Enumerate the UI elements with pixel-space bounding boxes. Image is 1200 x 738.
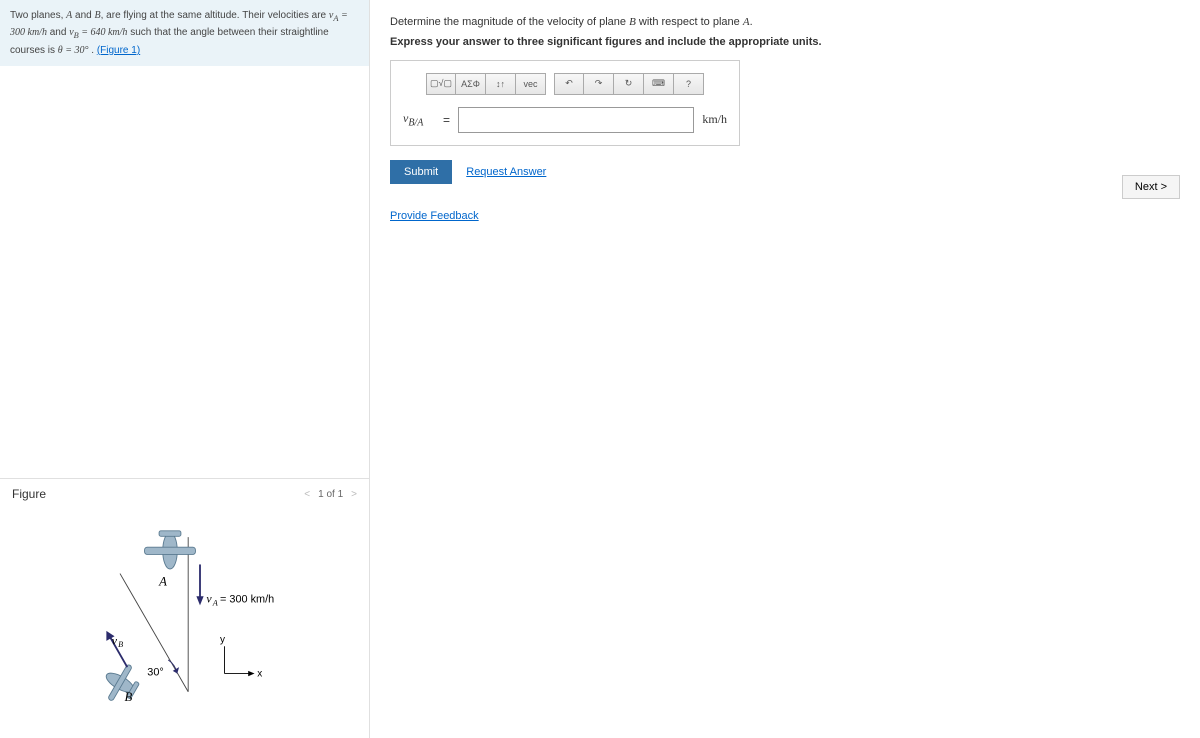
toolbar-templates-icon[interactable]: ▢√▢ (426, 73, 456, 95)
figure-prev-icon[interactable]: < (304, 489, 310, 500)
answer-toolbar: ▢√▢ ΑΣΦ ↕↑ vec ↶ ↷ ↻ ⌨ ? (403, 73, 727, 95)
figure-link[interactable]: (Figure 1) (97, 45, 140, 56)
svg-text:x: x (257, 668, 262, 679)
svg-text:= 300 km/h: = 300 km/h (220, 594, 274, 606)
toolbar-redo-icon[interactable]: ↷ (584, 73, 614, 95)
figure-svg: A v A = 300 km/h B (30, 519, 310, 719)
svg-text:B: B (118, 640, 123, 649)
answer-input[interactable] (458, 107, 694, 133)
right-panel: Determine the magnitude of the velocity … (370, 0, 1200, 738)
svg-text:v: v (206, 592, 212, 606)
answer-variable: vB/A (403, 111, 435, 128)
problem-statement: Two planes, A and B, are flying at the s… (0, 0, 369, 66)
svg-text:A: A (212, 598, 219, 607)
svg-text:y: y (220, 635, 225, 646)
instruction: Express your answer to three significant… (390, 36, 1180, 48)
submit-button[interactable]: Submit (390, 160, 452, 184)
problem-text: Two planes, A and B, are flying at the s… (10, 10, 348, 56)
request-answer-link[interactable]: Request Answer (466, 166, 546, 178)
equals-sign: = (443, 113, 450, 127)
figure-next-icon[interactable]: > (351, 489, 357, 500)
next-button[interactable]: Next > (1122, 175, 1180, 199)
toolbar-keyboard-icon[interactable]: ⌨ (644, 73, 674, 95)
submit-row: Submit Request Answer (390, 160, 1180, 184)
svg-text:30°: 30° (147, 666, 163, 678)
figure-title: Figure (12, 487, 46, 501)
answer-box: ▢√▢ ΑΣΦ ↕↑ vec ↶ ↷ ↻ ⌨ ? vB/A = km/h (390, 60, 740, 146)
toolbar-help-icon[interactable]: ? (674, 73, 704, 95)
toolbar-undo-icon[interactable]: ↶ (554, 73, 584, 95)
svg-text:B: B (125, 690, 133, 704)
question-line1: Determine the magnitude of the velocity … (390, 14, 1180, 32)
svg-text:A: A (158, 574, 167, 588)
answer-input-row: vB/A = km/h (403, 107, 727, 133)
toolbar-scripts-icon[interactable]: ↕↑ (486, 73, 516, 95)
svg-text:v: v (112, 633, 118, 647)
left-panel: Two planes, A and B, are flying at the s… (0, 0, 370, 738)
figure-nav: < 1 of 1 > (304, 489, 357, 500)
provide-feedback-link[interactable]: Provide Feedback (390, 210, 479, 222)
figure-counter: 1 of 1 (318, 489, 343, 500)
toolbar-reset-icon[interactable]: ↻ (614, 73, 644, 95)
toolbar-greek-icon[interactable]: ΑΣΦ (456, 73, 486, 95)
figure-header: Figure < 1 of 1 > (0, 479, 369, 509)
figure-section: Figure < 1 of 1 > A (0, 478, 369, 738)
figure-image: A v A = 300 km/h B (0, 509, 369, 719)
answer-unit: km/h (702, 112, 727, 127)
toolbar-vec-icon[interactable]: vec (516, 73, 546, 95)
